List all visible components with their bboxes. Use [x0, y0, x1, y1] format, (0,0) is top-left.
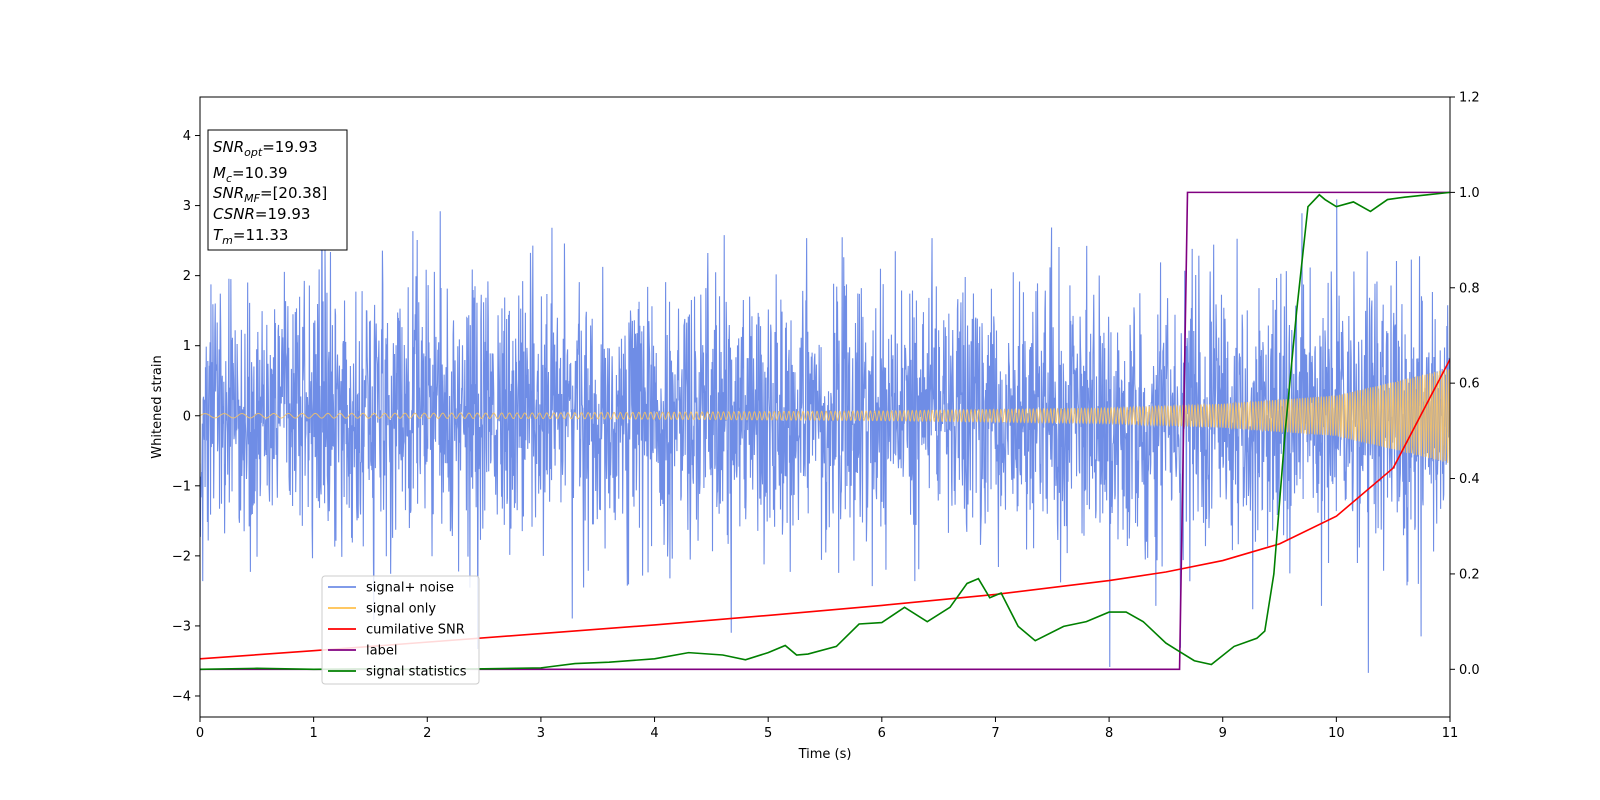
annotation-symbol: T — [213, 226, 224, 244]
legend-label: signal statistics — [366, 665, 467, 680]
stats-annotation-box: SNRopt=19.93Mc=10.39SNRMF=[20.38]CSNR=19… — [207, 129, 348, 251]
y-left-tick-label: −3 — [172, 619, 191, 634]
annotation-symbol: CSNR — [213, 205, 255, 223]
annotation-subscript: MF — [244, 192, 260, 205]
y-right-tick-label: 0.0 — [1459, 663, 1480, 678]
y-left-tick-label: −1 — [172, 479, 191, 494]
annotation-line: Tm=11.33 — [213, 226, 288, 247]
annotation-line: Mc=10.39 — [213, 164, 288, 185]
x-tick-label: 9 — [1219, 726, 1227, 741]
y-left-tick-label: −2 — [172, 549, 191, 564]
y-left-tick-label: 2 — [183, 269, 191, 284]
legend-frame — [321, 575, 480, 685]
x-tick-label: 8 — [1105, 726, 1113, 741]
plot-frame — [199, 96, 1451, 718]
annotation-symbol: SNR — [213, 184, 244, 202]
y-left-tick-label: 4 — [183, 129, 191, 144]
annotation-value: =[20.38] — [260, 184, 327, 202]
annotation-subscript: opt — [244, 146, 263, 159]
series-signal-plus-noise — [200, 174, 1450, 673]
x-tick-label: 4 — [650, 726, 658, 741]
annotation-line: SNRopt=19.93 — [213, 138, 318, 159]
annotation-symbol: M — [213, 164, 226, 182]
x-tick-label: 0 — [196, 726, 204, 741]
y-right-tick-label: 1.0 — [1459, 186, 1480, 201]
y-right-tick-label: 0.2 — [1459, 567, 1480, 582]
y-right-tick-label: 0.8 — [1459, 281, 1480, 296]
y-left-tick-label: 3 — [183, 199, 191, 214]
y-left-tick-label: 1 — [183, 339, 191, 354]
x-tick-label: 2 — [423, 726, 431, 741]
legend: signal+ noise signal only cumilative SNR la… — [321, 575, 480, 685]
annotation-subscript: c — [226, 172, 232, 185]
y-right-tick-label: 0.6 — [1459, 377, 1480, 392]
y-left-tick-label: 0 — [183, 409, 191, 424]
annotation-value: =11.33 — [233, 226, 289, 244]
x-tick-label: 6 — [878, 726, 886, 741]
x-tick-label: 1 — [309, 726, 317, 741]
x-tick-label: 3 — [537, 726, 545, 741]
axes: 0 1 2 3 4 5 6 7 8 9 10 11 −4 −3 −2 −1 0 1 2 3 4 0.0 0.2 0.4 0.6 0… — [172, 91, 1480, 742]
annotation-frame — [207, 129, 348, 251]
legend-label: cumilative SNR — [366, 623, 465, 638]
y-right-tick-label: 1.2 — [1459, 91, 1480, 106]
series-signal-statistics — [200, 191, 1450, 671]
y-right-tick-label: 0.4 — [1459, 472, 1480, 487]
series-signal-only — [200, 369, 1450, 463]
annotation-line: CSNR=19.93 — [213, 205, 310, 223]
annotation-symbol: SNR — [213, 138, 244, 156]
x-tick-label: 7 — [991, 726, 999, 741]
annotation-line: SNRMF=[20.38] — [213, 184, 327, 205]
series-label — [200, 191, 1450, 671]
legend-label: label — [366, 644, 397, 659]
y-left-tick-label: −4 — [172, 689, 191, 704]
annotation-value: =19.93 — [255, 205, 311, 223]
x-tick-label: 10 — [1328, 726, 1345, 741]
x-tick-label: 5 — [764, 726, 772, 741]
annotation-subscript: m — [222, 234, 233, 247]
x-axis-label: Time (s) — [798, 747, 852, 762]
annotation-value: =19.93 — [262, 138, 318, 156]
y-axis-label: Whitened strain — [150, 355, 165, 458]
x-tick-label: 11 — [1442, 726, 1459, 741]
legend-label: signal+ noise — [366, 581, 454, 596]
legend-label: signal only — [366, 602, 436, 617]
annotation-value: =10.39 — [232, 164, 288, 182]
